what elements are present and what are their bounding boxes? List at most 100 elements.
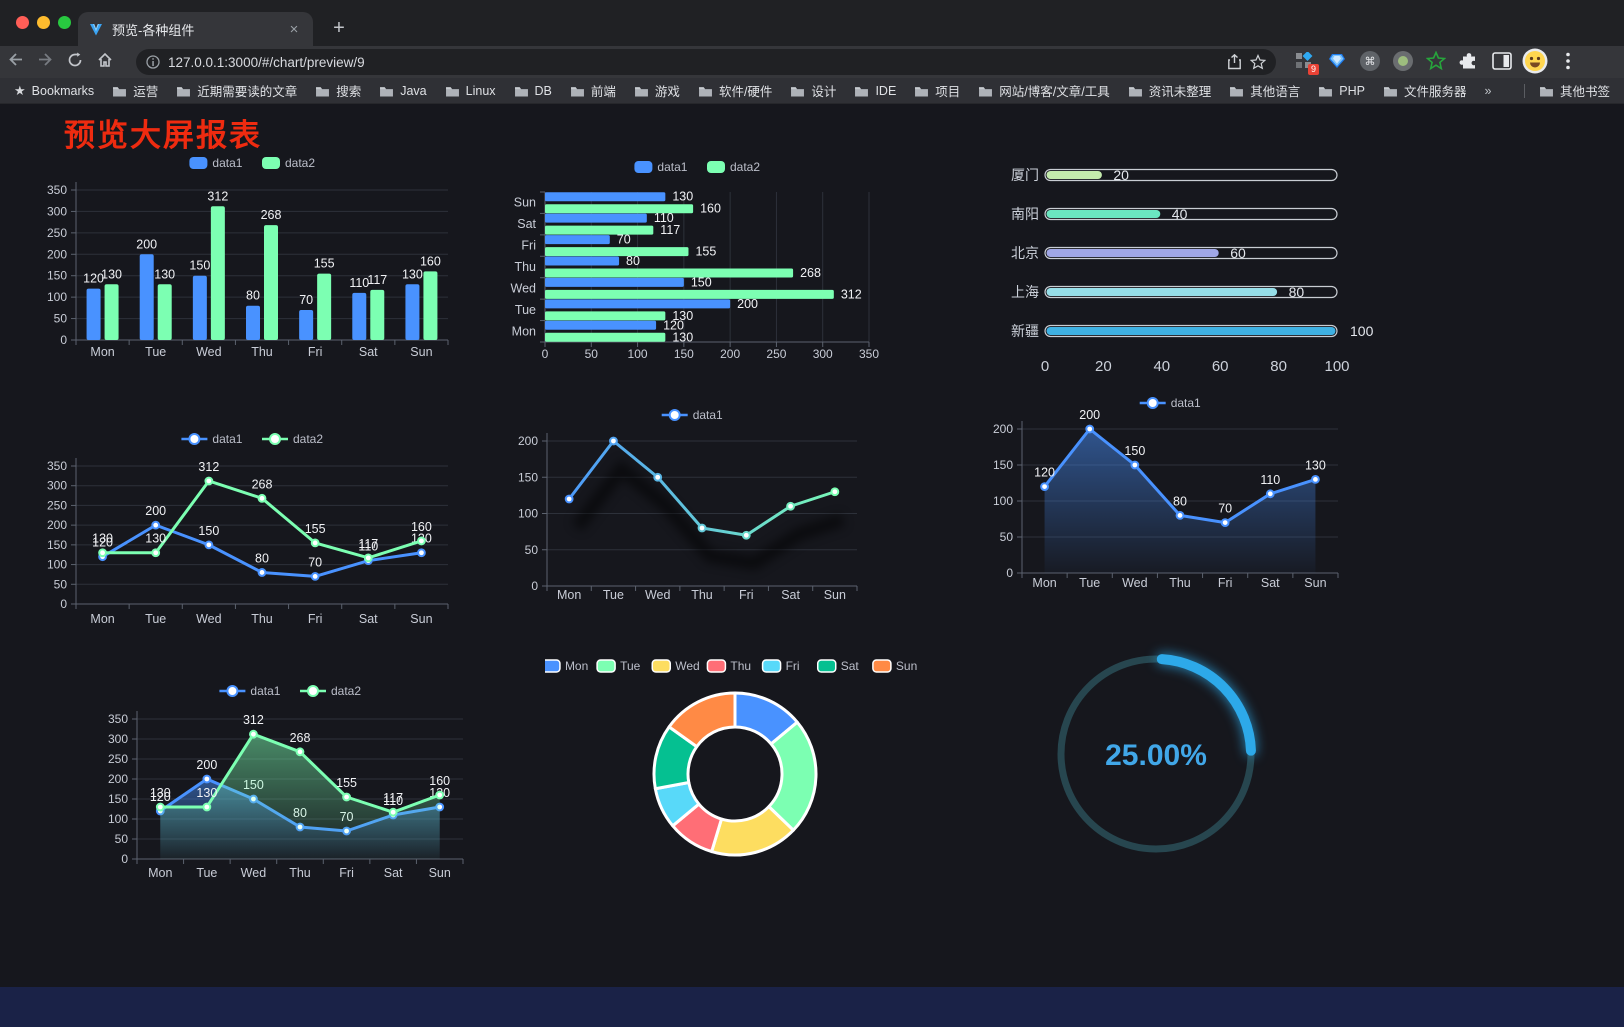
- bar-data2: [370, 289, 385, 340]
- svg-text:Thu: Thu: [514, 260, 536, 274]
- chart-legend[interactable]: data1: [1139, 396, 1201, 410]
- svg-text:Sun: Sun: [410, 345, 432, 359]
- bookmark-folder[interactable]: IDE: [854, 81, 896, 100]
- svg-text:厦门: 厦门: [1011, 167, 1039, 183]
- svg-text:300: 300: [47, 204, 67, 218]
- extension-gem-icon[interactable]: [1323, 47, 1351, 75]
- svg-text:100: 100: [518, 507, 538, 521]
- svg-text:80: 80: [1173, 494, 1187, 508]
- bookmark-star-icon[interactable]: [1250, 54, 1266, 70]
- menu-kebab-icon[interactable]: [1554, 47, 1582, 75]
- back-icon[interactable]: [0, 52, 30, 72]
- bar-data1: [299, 310, 314, 340]
- site-info-icon[interactable]: [146, 55, 160, 69]
- bookmark-folder[interactable]: 搜索: [315, 81, 361, 100]
- svg-text:268: 268: [261, 208, 282, 222]
- two-series-line-chart: 0 50 100 150 200 250 300 350 Mon Tue Wed Thu Fri Sat S…: [40, 426, 460, 641]
- footer-strip: [0, 987, 1624, 1027]
- bookmark-folder[interactable]: Java: [379, 81, 427, 100]
- svg-text:Sun: Sun: [410, 612, 432, 626]
- bookmark-folder[interactable]: 游戏: [634, 81, 680, 100]
- svg-text:155: 155: [336, 776, 357, 790]
- svg-text:117: 117: [367, 273, 387, 287]
- chart-legend[interactable]: Mon Tue Wed Thu Fri Sat Sun: [541, 659, 917, 673]
- extension-tab-manager-icon[interactable]: 9: [1290, 47, 1319, 75]
- svg-text:40: 40: [1153, 358, 1170, 375]
- bookmark-folder[interactable]: 资讯未整理: [1128, 81, 1211, 100]
- svg-text:data1: data1: [212, 156, 242, 170]
- svg-text:data2: data2: [730, 160, 760, 174]
- svg-text:data1: data1: [657, 160, 687, 174]
- sidebar-panel-icon[interactable]: [1488, 47, 1516, 75]
- svg-text:150: 150: [674, 347, 694, 361]
- folder-icon: [979, 86, 993, 97]
- bookmark-folder[interactable]: DB: [514, 81, 552, 100]
- svg-text:312: 312: [243, 713, 264, 727]
- bookmark-folder[interactable]: 其他语言: [1229, 81, 1300, 100]
- svg-text:120: 120: [1034, 466, 1055, 480]
- svg-text:50: 50: [1000, 530, 1014, 544]
- other-bookmarks-folder[interactable]: 其他书签: [1539, 81, 1610, 100]
- bookmark-folder[interactable]: 设计: [790, 81, 836, 100]
- svg-text:Wed: Wed: [645, 588, 671, 602]
- extension-recorder-icon[interactable]: [1389, 47, 1417, 75]
- svg-text:160: 160: [429, 774, 450, 788]
- favicon: [90, 24, 102, 36]
- bookmark-folder[interactable]: 项目: [914, 81, 960, 100]
- svg-text:60: 60: [1212, 358, 1229, 375]
- chart-legend[interactable]: data1 data2: [634, 160, 760, 174]
- chart-legend[interactable]: data1: [661, 408, 723, 422]
- svg-text:Mon: Mon: [565, 659, 588, 673]
- bookmarks-root[interactable]: ★ Bookmarks: [14, 83, 94, 99]
- bookmark-folder[interactable]: Linux: [445, 81, 496, 100]
- svg-text:50: 50: [585, 347, 599, 361]
- new-tab-button[interactable]: +: [333, 17, 345, 39]
- extensions-puzzle-icon[interactable]: [1455, 47, 1483, 75]
- reload-icon[interactable]: [60, 52, 90, 73]
- svg-text:新疆: 新疆: [1011, 323, 1039, 339]
- page-title: 预览大屏报表: [64, 118, 262, 153]
- tab-close-icon[interactable]: ×: [289, 20, 299, 38]
- chart-legend[interactable]: data1 data2: [189, 156, 315, 170]
- svg-text:Mon: Mon: [1032, 576, 1056, 590]
- svg-text:200: 200: [47, 247, 67, 261]
- bookmarks-label: Bookmarks: [31, 83, 95, 98]
- bookmarks-overflow-chevron[interactable]: »: [1484, 83, 1492, 98]
- bookmark-folder[interactable]: 文件服务器: [1383, 81, 1466, 100]
- bar-data2: [317, 273, 332, 340]
- svg-text:117: 117: [660, 223, 680, 237]
- profile-avatar[interactable]: [1521, 47, 1549, 75]
- folder-icon: [177, 86, 191, 97]
- forward-icon[interactable]: [30, 52, 60, 72]
- bookmark-folder[interactable]: 网站/博客/文章/工具: [978, 81, 1110, 100]
- svg-text:117: 117: [383, 791, 403, 805]
- home-icon[interactable]: [90, 52, 120, 73]
- browser-tab[interactable]: 预览-各种组件 ×: [78, 12, 313, 46]
- svg-text:70: 70: [1218, 502, 1232, 516]
- svg-text:350: 350: [859, 347, 879, 361]
- chart-legend[interactable]: data1 data2: [219, 684, 361, 698]
- minimize-window-button[interactable]: [37, 16, 50, 29]
- bookmark-folder[interactable]: 运营: [112, 81, 158, 100]
- close-window-button[interactable]: [16, 16, 29, 29]
- svg-text:150: 150: [198, 524, 219, 538]
- bookmark-folder[interactable]: PHP: [1318, 81, 1365, 100]
- share-icon[interactable]: [1227, 54, 1242, 70]
- chart-legend[interactable]: data1 data2: [181, 432, 323, 446]
- two-area-line-chart: 0 50 100 150 200 250 300 350 Mon Tue Wed Thu Fri Sat S…: [95, 661, 495, 901]
- svg-text:Sat: Sat: [517, 217, 536, 231]
- bookmark-folder[interactable]: 软件/硬件: [698, 81, 772, 100]
- extension-evernote-star-icon[interactable]: [1422, 47, 1450, 75]
- svg-text:130: 130: [1305, 458, 1326, 472]
- bookmark-folder[interactable]: 近期需要读的文章: [176, 81, 297, 100]
- progress-track: [1044, 246, 1338, 260]
- svg-text:Fri: Fri: [339, 866, 354, 880]
- zoom-window-button[interactable]: [58, 16, 71, 29]
- address-bar[interactable]: 127.0.0.1:3000/#/chart/preview/9: [136, 49, 1276, 75]
- svg-text:110: 110: [1260, 473, 1280, 487]
- svg-text:100: 100: [108, 812, 128, 826]
- svg-text:130: 130: [101, 267, 122, 281]
- url-text[interactable]: 127.0.0.1:3000/#/chart/preview/9: [168, 54, 365, 70]
- bookmark-folder[interactable]: 前端: [570, 81, 616, 100]
- extension-command-icon[interactable]: ⌘: [1356, 47, 1384, 75]
